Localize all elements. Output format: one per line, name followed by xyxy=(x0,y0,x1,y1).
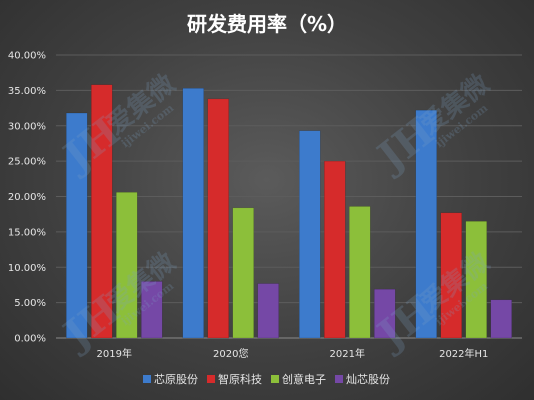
bar xyxy=(440,212,462,339)
legend-swatch xyxy=(335,375,343,383)
legend-item: 创意电子 xyxy=(271,372,326,386)
y-tick-label: 25.00% xyxy=(8,157,46,168)
bar xyxy=(116,192,138,339)
legend-item: 智原科技 xyxy=(207,372,262,386)
bar xyxy=(324,160,346,339)
legend-swatch xyxy=(271,375,279,383)
bar xyxy=(207,98,229,339)
y-tick-label: 5.00% xyxy=(14,298,46,309)
legend-swatch xyxy=(143,375,151,383)
bar xyxy=(66,112,88,339)
legend-swatch xyxy=(207,375,215,383)
bar xyxy=(91,84,113,339)
chart-title: 研发费用率（%） xyxy=(187,12,347,36)
legend-label: 创意电子 xyxy=(282,372,326,386)
bars xyxy=(66,84,512,339)
bar xyxy=(257,283,279,339)
legend-label: 灿芯股份 xyxy=(346,372,390,386)
bar xyxy=(299,130,321,339)
bar xyxy=(141,281,163,339)
bar xyxy=(349,206,371,339)
legend-item: 芯原股份 xyxy=(143,372,198,386)
y-axis-ticks: 0.00% 5.00% 10.00% 15.00% 20.00% 25.00% 30.00%… xyxy=(8,51,46,345)
bar xyxy=(415,109,437,339)
x-tick-label: 2022年H1 xyxy=(439,347,488,360)
bar xyxy=(182,88,204,339)
x-axis-ticks: 2019年 2020您 2021年 2022年H1 xyxy=(97,347,489,360)
legend: 芯原股份 智原科技 创意电子 灿芯股份 xyxy=(143,372,390,386)
bar xyxy=(232,207,254,339)
bar xyxy=(374,288,396,339)
y-tick-label: 0.00% xyxy=(14,334,46,345)
x-tick-label: 2021年 xyxy=(330,347,365,360)
legend-label: 智原科技 xyxy=(218,372,262,386)
y-tick-label: 10.00% xyxy=(8,263,46,274)
legend-label: 芯原股份 xyxy=(154,372,198,386)
y-tick-label: 20.00% xyxy=(8,192,46,203)
y-tick-label: 15.00% xyxy=(8,227,46,238)
x-tick-label: 2020您 xyxy=(213,347,248,360)
x-tick-label: 2019年 xyxy=(97,347,132,360)
bar xyxy=(465,221,487,339)
legend-item: 灿芯股份 xyxy=(335,372,390,386)
y-tick-label: 30.00% xyxy=(8,121,46,132)
y-tick-label: 40.00% xyxy=(8,51,46,62)
bar xyxy=(490,299,512,339)
y-tick-label: 35.00% xyxy=(8,86,46,97)
